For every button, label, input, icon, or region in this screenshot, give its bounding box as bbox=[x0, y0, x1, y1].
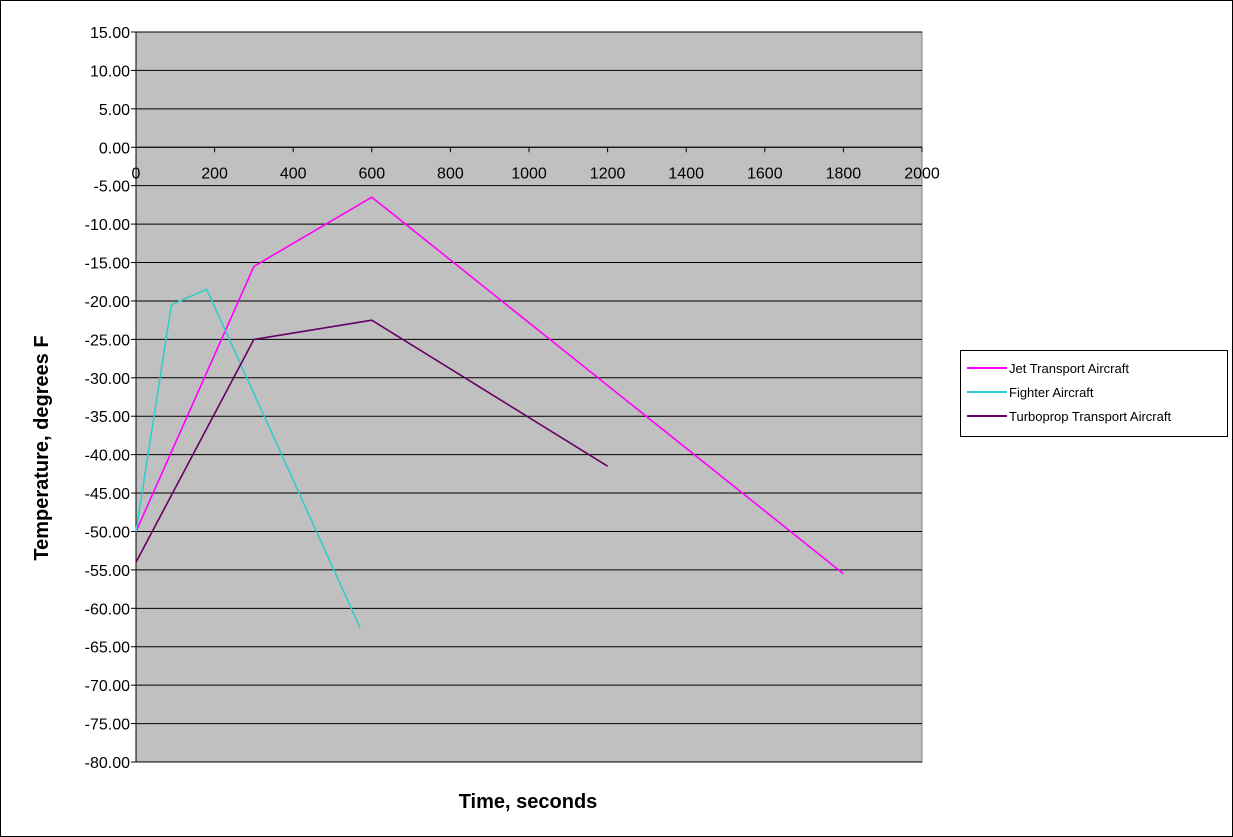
axes bbox=[135, 32, 923, 762]
series-lines bbox=[135, 196, 844, 628]
x-axis-tick-labels: 0 200 400 600 800 1000 1200 1400 1600 1800 2000 bbox=[132, 165, 940, 182]
x-tick-label: 0 bbox=[132, 165, 141, 182]
x-tick-label: 200 bbox=[201, 165, 228, 182]
y-axis-title: Temperature, degrees F bbox=[31, 335, 53, 560]
plot-area bbox=[135, 31, 923, 763]
y-tick-label: -65.00 bbox=[85, 640, 130, 657]
y-tick-label: 10.00 bbox=[90, 63, 130, 80]
series-line-3 bbox=[135, 319, 609, 563]
legend-label: Fighter Aircraft bbox=[1009, 384, 1094, 400]
y-tick-label: -55.00 bbox=[85, 563, 130, 580]
legend-item: Turboprop Transport Aircraft bbox=[967, 404, 1227, 428]
y-tick-label: -15.00 bbox=[85, 256, 130, 273]
y-tick-label: -10.00 bbox=[85, 217, 130, 234]
x-tick-label: 1800 bbox=[826, 165, 862, 182]
x-tick-label: 400 bbox=[280, 165, 307, 182]
y-tick-label: -5.00 bbox=[94, 179, 131, 196]
y-tick-label: -60.00 bbox=[85, 601, 130, 618]
y-tick-label: -20.00 bbox=[85, 294, 130, 311]
legend-swatch bbox=[967, 415, 1007, 417]
legend-item: Fighter Aircraft bbox=[967, 380, 1227, 404]
y-tick-label: -30.00 bbox=[85, 371, 130, 388]
x-tick-label: 1000 bbox=[511, 165, 547, 182]
y-tick-label: 0.00 bbox=[99, 140, 130, 157]
x-tick-label: 1400 bbox=[668, 165, 704, 182]
legend: Jet Transport Aircraft Fighter Aircraft Tu… bbox=[960, 350, 1228, 437]
y-tick-label: -80.00 bbox=[85, 755, 130, 772]
legend-item: Jet Transport Aircraft bbox=[967, 356, 1227, 380]
y-tick-label: -25.00 bbox=[85, 332, 130, 349]
x-axis-title: Time, seconds bbox=[459, 791, 598, 813]
y-tick-label: -70.00 bbox=[85, 678, 130, 695]
series-line-2 bbox=[135, 288, 361, 628]
y-tick-label: -75.00 bbox=[85, 717, 130, 734]
y-tick-label: -45.00 bbox=[85, 486, 130, 503]
y-tick-label: -50.00 bbox=[85, 524, 130, 541]
legend-swatch bbox=[967, 391, 1007, 393]
y-tick-label: 5.00 bbox=[99, 102, 130, 119]
gridlines bbox=[131, 31, 922, 763]
y-axis-tick-labels: 15.00 10.00 5.00 0.00 -5.00 -10.00 -15.00 -20.0… bbox=[85, 25, 130, 772]
x-tick-label: 600 bbox=[358, 165, 385, 182]
y-tick-label: -40.00 bbox=[85, 448, 130, 465]
x-tick-label: 1600 bbox=[747, 165, 783, 182]
series-line-1 bbox=[135, 196, 844, 575]
x-tick-label: 800 bbox=[437, 165, 464, 182]
x-tick-label: 2000 bbox=[904, 165, 940, 182]
legend-label: Jet Transport Aircraft bbox=[1009, 360, 1129, 376]
y-tick-label: 15.00 bbox=[90, 25, 130, 42]
y-tick-label: -35.00 bbox=[85, 409, 130, 426]
legend-swatch bbox=[967, 367, 1007, 369]
legend-label: Turboprop Transport Aircraft bbox=[1009, 408, 1172, 424]
x-tick-label: 1200 bbox=[590, 165, 626, 182]
